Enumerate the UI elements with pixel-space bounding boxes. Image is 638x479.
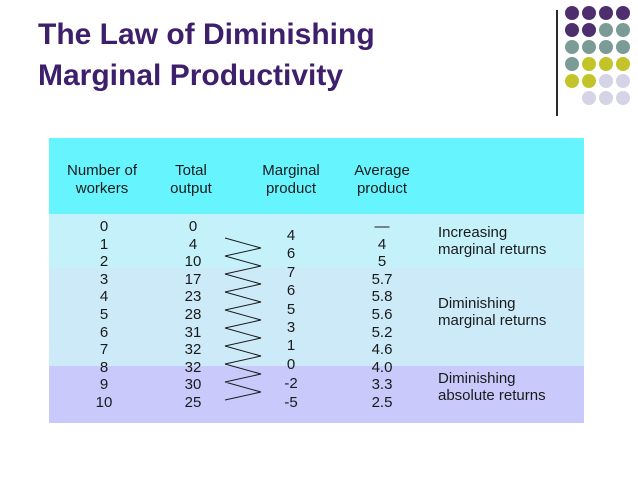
header-average-product: Average product	[354, 162, 410, 197]
increasing-returns-band	[49, 214, 584, 268]
decorative-dot	[616, 40, 630, 54]
workers-cell: 0	[99, 218, 109, 235]
total-output-cell: 4	[188, 235, 198, 253]
total-output-cell: 0	[188, 218, 198, 235]
workers-cell: 10	[95, 393, 113, 411]
header-workers: Number of workers	[66, 162, 138, 197]
marginal-product-cell: 6	[286, 245, 296, 262]
decorative-dot	[616, 57, 630, 71]
slide-title: The Law of Diminishing Marginal Producti…	[38, 14, 538, 96]
decorative-dot	[599, 91, 613, 105]
average-product-cell: 5.2	[371, 323, 393, 341]
zigzag-connector	[224, 237, 262, 401]
decorative-dot	[599, 40, 613, 54]
average-product-column: —4 5 5.7 5.8 5.6 5.2 4.6 4.0 3.3 2.5	[361, 218, 403, 412]
decorative-dot	[582, 57, 596, 71]
decorative-dot	[599, 74, 613, 88]
average-product-cell: 5.7	[371, 270, 393, 288]
average-product-cell: 2.5	[371, 393, 393, 411]
marginal-product-cell: 3	[286, 319, 296, 336]
total-output-cell: 30	[184, 376, 202, 394]
workers-cell: 2	[99, 253, 109, 271]
decorative-dot	[582, 23, 596, 37]
marginal-product-cell: 6	[286, 282, 296, 299]
marginal-product-cell: 0	[286, 356, 296, 373]
workers-cell: 6	[99, 323, 109, 341]
header-band	[49, 138, 584, 214]
decorative-dot	[582, 6, 596, 20]
average-product-cell: 3.3	[371, 376, 393, 394]
total-output-cell: 32	[184, 341, 202, 359]
average-product-cell: 4.6	[371, 341, 393, 359]
marginal-product-cell: 5	[286, 301, 296, 318]
total-output-column: 0 4 10 17 23 28 31 32 32 30 25	[175, 218, 211, 412]
workers-cell: 4	[99, 288, 109, 306]
note-diminishing-returns: Diminishing marginal returns	[438, 295, 547, 329]
title-line-1: The Law of Diminishing	[38, 18, 375, 51]
decorative-dot	[616, 23, 630, 37]
decorative-dot	[616, 91, 630, 105]
workers-cell: 1	[99, 235, 109, 253]
note-absolute-returns: Diminishing absolute returns	[438, 370, 546, 404]
average-product-cell: 5.8	[371, 288, 393, 306]
decorative-dot	[565, 40, 579, 54]
decorative-divider	[556, 10, 558, 116]
average-product-cell: 5	[377, 253, 387, 271]
absolute-returns-band	[49, 366, 584, 423]
average-product-cell: 4.0	[371, 358, 393, 376]
decorative-dot	[565, 6, 579, 20]
decorative-dot	[599, 57, 613, 71]
average-product-cell: 4	[377, 235, 387, 253]
workers-cell: 8	[99, 358, 109, 376]
marginal-product-cell: -5	[284, 394, 298, 411]
decorative-dot	[565, 23, 579, 37]
workers-cell: 9	[99, 376, 109, 394]
total-output-cell: 23	[184, 288, 202, 306]
workers-cell: 3	[99, 270, 109, 288]
diminishing-returns-band	[49, 268, 584, 366]
decorative-dot	[582, 40, 596, 54]
workers-column: 0 1 2 3 4 5 6 7 8 9 10	[89, 218, 119, 412]
average-product-cell: —	[374, 218, 390, 235]
decorative-dot	[599, 23, 613, 37]
average-product-cell: 5.6	[371, 305, 393, 323]
decorative-dot	[616, 74, 630, 88]
decorative-dot	[582, 91, 596, 105]
total-output-cell: 25	[184, 393, 202, 411]
decorative-dot	[582, 74, 596, 88]
workers-cell: 5	[99, 305, 109, 323]
total-output-cell: 17	[184, 270, 202, 288]
title-line-2: Marginal Productivity	[38, 59, 344, 92]
productivity-table: Number of workers Total output Marginal …	[49, 138, 584, 423]
header-total-output: Total output	[170, 162, 212, 197]
total-output-cell: 28	[184, 305, 202, 323]
marginal-product-cell: -2	[284, 375, 298, 392]
total-output-cell: 31	[184, 323, 202, 341]
decorative-dot	[616, 6, 630, 20]
marginal-product-cell: 7	[286, 264, 296, 281]
total-output-cell: 10	[184, 253, 202, 271]
marginal-product-cell: 1	[286, 337, 296, 354]
header-marginal-product: Marginal product	[262, 162, 320, 197]
decorative-dot	[565, 57, 579, 71]
workers-cell: 7	[99, 341, 109, 359]
total-output-cell: 32	[184, 358, 202, 376]
note-increasing-returns: Increasing marginal returns	[438, 224, 547, 258]
decorative-dot	[599, 6, 613, 20]
decorative-dot	[565, 74, 579, 88]
marginal-product-cell: 4	[286, 227, 296, 244]
